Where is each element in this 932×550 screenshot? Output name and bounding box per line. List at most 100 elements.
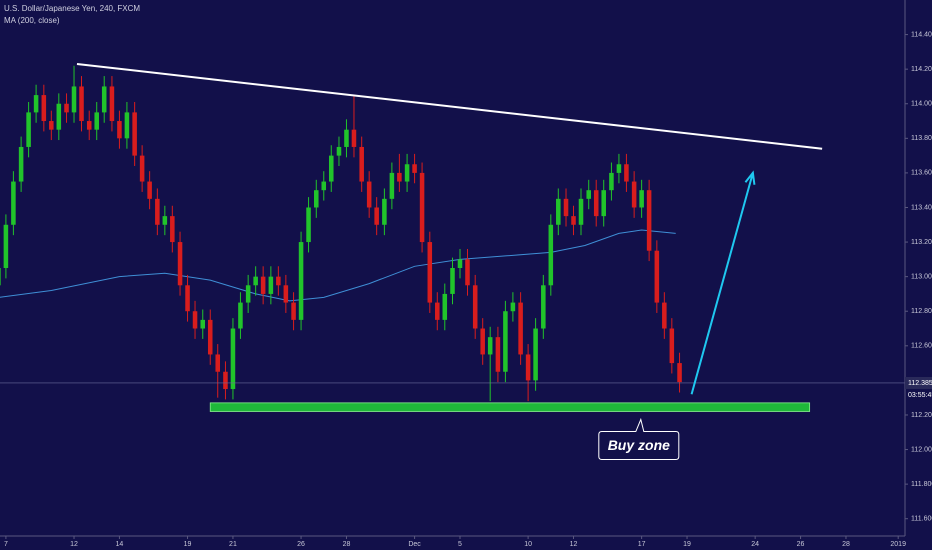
- candle-body: [86, 121, 92, 130]
- candle-body: [230, 328, 236, 390]
- candle-body: [435, 302, 440, 320]
- y-tick-label: 112.600: [911, 343, 932, 350]
- x-tick-label: 19: [683, 541, 691, 548]
- candle-body: [192, 311, 198, 329]
- candle-body: [442, 293, 448, 320]
- candle-body: [556, 198, 561, 225]
- moving-average-line: [0, 229, 676, 302]
- callout-label: Buy zone: [608, 437, 670, 453]
- candle-body: [397, 172, 402, 182]
- candle-body: [139, 155, 145, 182]
- y-tick-label: 114.000: [911, 101, 932, 108]
- candle-body: [26, 112, 31, 147]
- candle-body: [609, 172, 614, 191]
- candle-body: [41, 95, 47, 122]
- x-tick-label: 24: [751, 541, 759, 548]
- y-tick-label: 112.800: [911, 308, 932, 315]
- x-tick-label: 14: [116, 541, 124, 548]
- candle-body: [578, 198, 584, 225]
- candle-body: [533, 328, 538, 381]
- candle-body: [177, 242, 183, 286]
- candle-body: [631, 181, 637, 208]
- candle-body: [3, 224, 9, 268]
- x-tick-label: 21: [229, 541, 237, 548]
- candle-body: [276, 276, 281, 286]
- candle-body: [260, 276, 266, 294]
- x-tick-label: 12: [570, 541, 578, 548]
- candle-body: [49, 121, 54, 130]
- candle-body: [321, 181, 327, 191]
- x-tick-label: 26: [797, 541, 805, 548]
- countdown: 03:55:45: [908, 392, 932, 399]
- x-tick-label: 28: [842, 541, 850, 548]
- candle-body: [71, 86, 77, 113]
- x-tick-label: 7: [4, 541, 8, 548]
- candle-body: [389, 172, 395, 199]
- candle-body: [419, 172, 425, 243]
- candle-body: [359, 146, 364, 182]
- candle-body: [646, 190, 652, 251]
- x-tick-label: 17: [638, 541, 646, 548]
- candle-body: [457, 259, 463, 268]
- candle-body: [662, 302, 667, 329]
- candle-body: [336, 146, 342, 156]
- candle-body: [677, 363, 682, 383]
- x-tick-label: 2019: [890, 541, 906, 548]
- candle-body: [56, 103, 62, 130]
- y-tick-label: 112.000: [911, 446, 932, 453]
- candle-body: [306, 207, 311, 243]
- candle-body: [450, 268, 455, 294]
- candle-body: [245, 285, 251, 303]
- candle-body: [495, 337, 501, 372]
- candle-body: [223, 371, 228, 390]
- y-tick-label: 111.600: [911, 516, 932, 523]
- y-tick-label: 113.400: [911, 204, 932, 211]
- candle-body: [487, 337, 493, 355]
- candle-body: [525, 354, 531, 381]
- candle-body: [291, 302, 296, 320]
- candle-body: [518, 302, 523, 355]
- candle-body: [18, 146, 24, 182]
- legend-entry: MA (200, close): [4, 16, 60, 25]
- candle-body: [503, 311, 508, 372]
- y-tick-label: 114.400: [911, 31, 932, 38]
- candle-body: [616, 164, 622, 173]
- y-tick-label: 113.600: [911, 170, 932, 177]
- candle-body: [472, 285, 478, 329]
- candle-body: [412, 164, 417, 173]
- candle-body: [298, 242, 304, 320]
- arrow-head: [744, 170, 756, 185]
- candle-body: [510, 302, 516, 312]
- candle-body: [11, 181, 16, 225]
- candle-body: [185, 285, 190, 312]
- candle-body: [215, 354, 221, 372]
- candle-body: [33, 95, 39, 113]
- y-tick-label: 112.200: [911, 412, 932, 419]
- candle-body: [624, 164, 629, 182]
- candle-body: [465, 259, 470, 286]
- last-price-box: [905, 376, 932, 389]
- candle-body: [200, 319, 206, 329]
- candle-body: [654, 250, 660, 303]
- x-tick-label: 12: [70, 541, 78, 548]
- axes: 114.400 114.200 114.000 113.800 113.600 113.4…: [4, 31, 932, 548]
- candle-body: [101, 86, 107, 113]
- candle-body: [155, 198, 160, 225]
- x-tick-label: 10: [524, 541, 532, 548]
- candle-body: [283, 285, 289, 303]
- x-tick-label: 26: [297, 541, 305, 548]
- candle-body: [344, 129, 349, 147]
- candle-body: [404, 164, 410, 182]
- candle-body: [253, 276, 258, 286]
- y-tick-label: 113.200: [911, 239, 932, 246]
- candle-body: [351, 129, 357, 147]
- last-price-label: 112.385: [908, 380, 932, 387]
- candle-body: [207, 319, 213, 355]
- x-tick-label: Dec: [408, 541, 421, 548]
- candle-body: [586, 190, 591, 199]
- y-tick-label: 114.200: [911, 66, 932, 73]
- y-tick-label: 113.000: [911, 273, 932, 280]
- candle-body: [94, 112, 99, 130]
